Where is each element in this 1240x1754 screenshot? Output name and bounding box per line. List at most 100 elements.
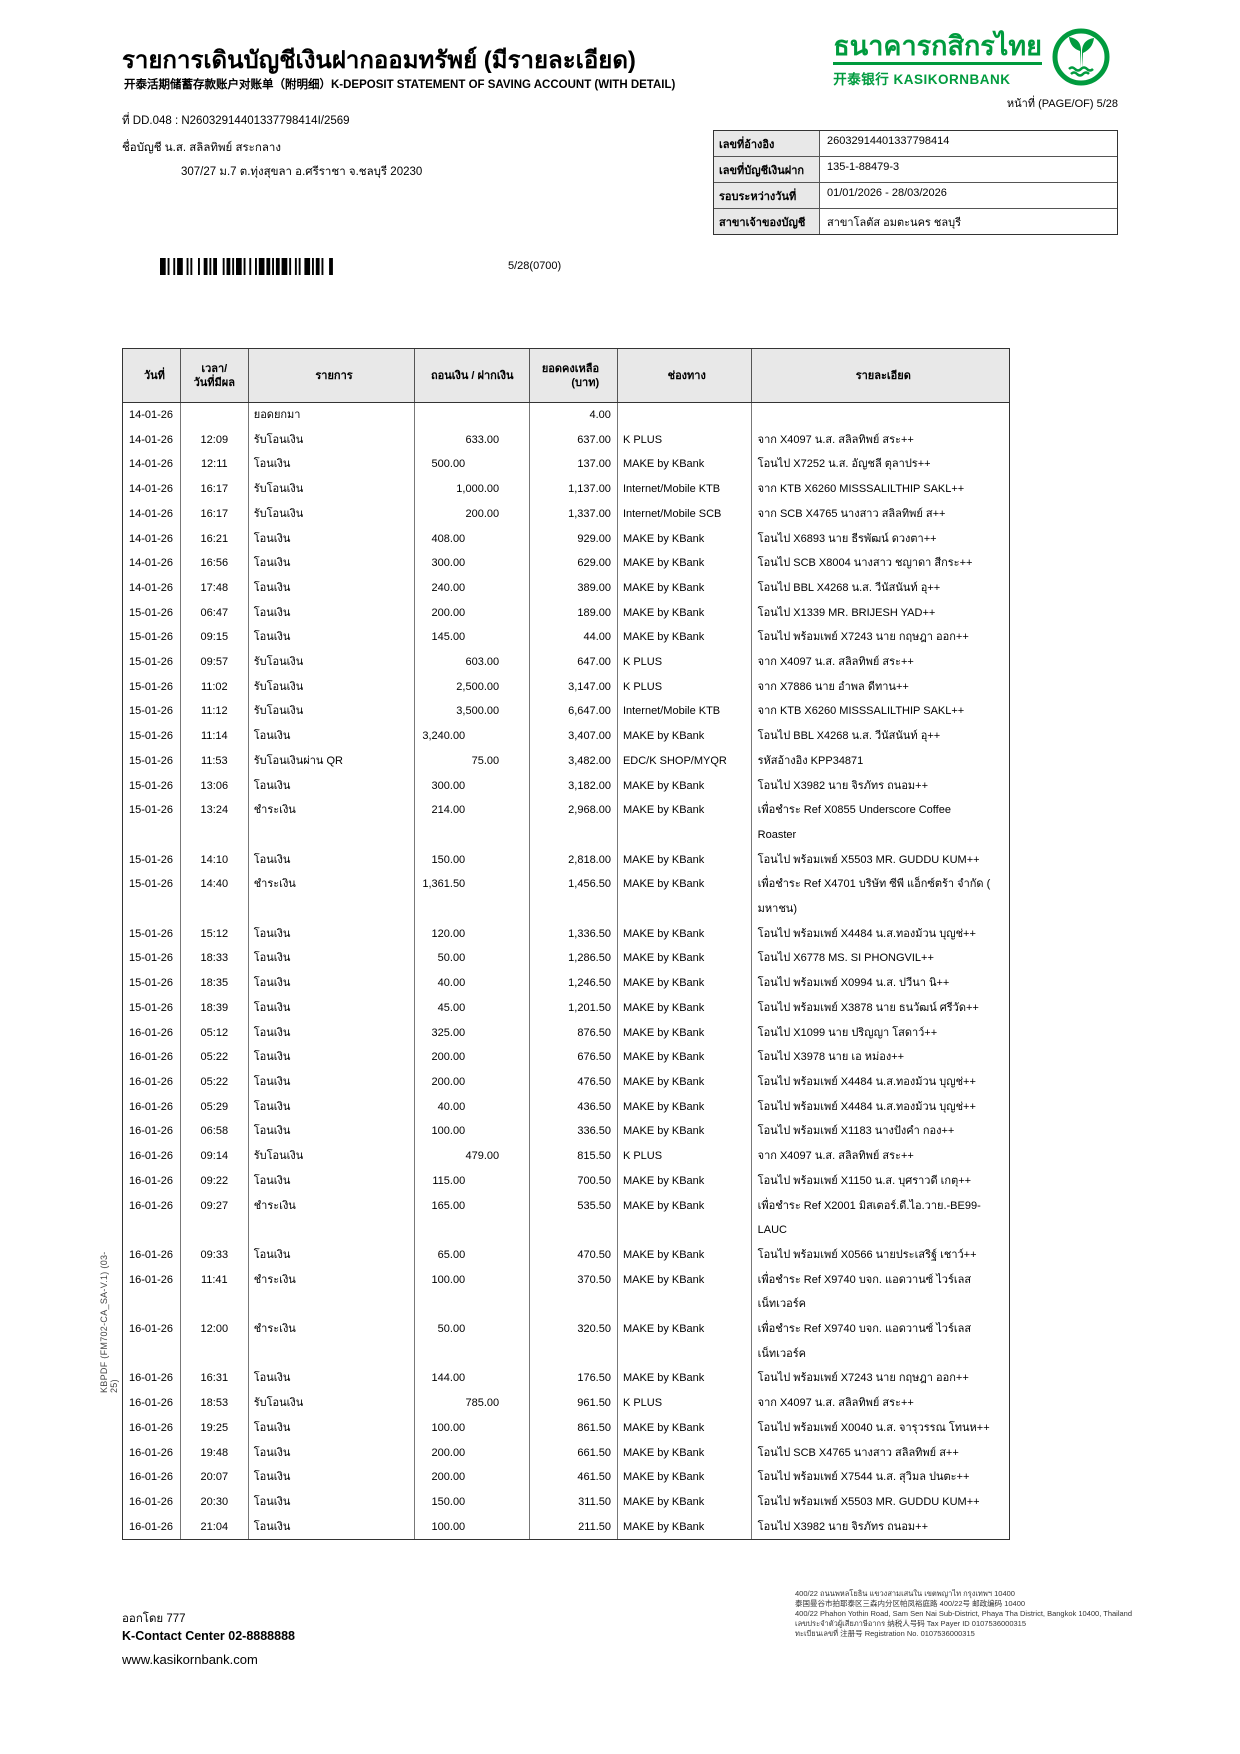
cell-date: 15-01-26 (123, 625, 181, 651)
cell-item: โอนเงิน (249, 1094, 416, 1120)
cell-time: 09:57 (181, 650, 249, 675)
cell-item: ชำระเงิน (249, 872, 416, 922)
cell-date: 14-01-26 (123, 575, 181, 601)
cell-time: 15:12 (181, 921, 249, 947)
info-value: 26032914401337798414 (827, 135, 950, 147)
cell-item: รับโอนเงิน (249, 674, 416, 700)
cell-time: 13:24 (181, 798, 249, 848)
cell-item: รับโอนเงิน (249, 427, 416, 453)
cell-item: โอนเงิน (249, 1020, 416, 1046)
column-header: เวลา/ วันที่มีผล (181, 349, 249, 402)
cell-amount: 300.00 (415, 773, 531, 799)
cell-channel: MAKE by KBank (618, 1465, 752, 1490)
cell-channel: K PLUS (618, 1391, 752, 1416)
cell-date: 15-01-26 (123, 847, 181, 873)
cell-date: 15-01-26 (123, 872, 181, 922)
cell-time: 12:11 (181, 452, 249, 478)
cell-time: 09:27 (181, 1193, 249, 1243)
bank-address-line: 400/22 Phahon Yothin Road, Sam Sen Nai S… (795, 1609, 1133, 1618)
cell-detail: จาก X4097 น.ส. สลิลทิพย์ สระ++ (757, 1150, 914, 1163)
cell-date: 14-01-26 (123, 551, 181, 576)
cell-detail: โอนไป X6778 MS. SI PHONGVIL++ (757, 952, 934, 965)
cell-item: โอนเงิน (249, 1045, 416, 1070)
cell-amount: 120.00 (415, 921, 531, 947)
cell-balance: 211.50 (530, 1514, 618, 1540)
cell-item: รับโอนเงิน (249, 501, 416, 527)
cell-item: โอนเงิน (249, 575, 416, 601)
cell-amount: 1,000.00 (415, 477, 531, 502)
cell-balance: 700.50 (530, 1168, 618, 1194)
cell-date: 15-01-26 (123, 995, 181, 1021)
cell-item: รับโอนเงิน (249, 650, 416, 675)
cell-balance: 3,182.00 (530, 773, 618, 799)
cell-time: 05:12 (181, 1020, 249, 1046)
bank-address-line: เลขประจำตัวผู้เสียภาษีอากร 纳税人号码 Tax Pay… (795, 1619, 1027, 1628)
cell-date: 15-01-26 (123, 748, 181, 774)
cell-item: ชำระเงิน (249, 1317, 416, 1367)
cell-channel: MAKE by KBank (618, 921, 752, 947)
cell-channel (618, 403, 752, 428)
cell-amount: 785.00 (415, 1391, 531, 1416)
cell-detail: โอนไป พร้อมเพย์ X7243 นาย กฤษฎา ออก++ (757, 631, 969, 644)
cell-time: 12:09 (181, 427, 249, 453)
cell-date: 16-01-26 (123, 1514, 181, 1540)
transaction-row: 15-01-26 15:12 โอนเงิน 120.00 1,336.50 MAKE b… (123, 921, 1009, 947)
cell-channel: MAKE by KBank (618, 971, 752, 996)
cell-detail: โอนไป พร้อมเพย์ X7243 นาย กฤษฎา ออก++ (757, 1372, 969, 1385)
cell-detail: โอนไป X3982 นาย จิรภัทร ถนอม++ (757, 1520, 929, 1533)
cell-detail: รหัสอ้างอิง KPP34871 (757, 754, 864, 767)
cell-date: 14-01-26 (123, 427, 181, 453)
transaction-row: 14-01-26 ยอดยกมา 4.00 (123, 403, 1009, 428)
cell-time: 11:41 (181, 1267, 249, 1318)
info-row: เลขที่บัญชีเงินฝาก 135-1-88479-3 (714, 157, 1117, 183)
cell-detail: โอนไป BBL X4268 น.ส. วีนัสนันท์ อุ++ (757, 730, 941, 743)
cell-time: 09:14 (181, 1144, 249, 1169)
cell-balance: 470.50 (530, 1242, 618, 1268)
cell-detail: โอนไป พร้อมเพย์ X4484 น.ส.ทองม้วน บุญช่+… (757, 1075, 976, 1088)
transaction-row: 15-01-26 11:02 รับโอนเงิน 2,500.00 3,147.00 K… (123, 674, 1009, 700)
cell-date: 15-01-26 (123, 946, 181, 972)
cell-item: โอนเงิน (249, 773, 416, 799)
transaction-row: 16-01-26 05:22 โอนเงิน 200.00 676.50 MAKE by … (123, 1045, 1009, 1070)
cell-date: 15-01-26 (123, 798, 181, 848)
cell-time: 18:35 (181, 971, 249, 996)
cell-detail: โอนไป พร้อมเพย์ X4484 น.ส.ทองม้วน บุญช่+… (757, 927, 976, 940)
cell-time: 16:31 (181, 1366, 249, 1392)
cell-time: 06:58 (181, 1119, 249, 1145)
transaction-row: 14-01-26 16:21 โอนเงิน 408.00 929.00 MAKE by … (123, 526, 1009, 552)
cell-balance: 676.50 (530, 1045, 618, 1070)
info-value: สาขาโลตัส อมตะนคร ชลบุรี (827, 217, 961, 229)
cell-item: โอนเงิน (249, 946, 416, 972)
transaction-row: 16-01-26 19:48 โอนเงิน 200.00 661.50 MAKE by … (123, 1440, 1009, 1466)
bank-website-link[interactable]: www.kasikornbank.com (122, 1652, 258, 1667)
cell-date: 14-01-26 (123, 477, 181, 502)
cell-amount: 200.00 (415, 1045, 531, 1070)
cell-channel: K PLUS (618, 1144, 752, 1169)
cell-time: 12:00 (181, 1317, 249, 1367)
cell-time: 16:17 (181, 477, 249, 502)
cell-date: 16-01-26 (123, 1094, 181, 1120)
cell-time: 13:06 (181, 773, 249, 799)
cell-time: 14:40 (181, 872, 249, 922)
cell-amount: 240.00 (415, 575, 531, 601)
barcode-caption: 5/28(0700) (508, 260, 562, 272)
cell-channel: MAKE by KBank (618, 625, 752, 651)
cell-date: 15-01-26 (123, 650, 181, 675)
transaction-row: 16-01-26 12:00 ชำระเงิน 50.00 320.50 MAKE by … (123, 1317, 1009, 1367)
cell-amount: 150.00 (415, 847, 531, 873)
cell-balance: 1,246.50 (530, 971, 618, 996)
cell-balance: 1,336.50 (530, 921, 618, 947)
cell-item: โอนเงิน (249, 1168, 416, 1194)
cell-balance: 876.50 (530, 1020, 618, 1046)
cell-detail: โอนไป SCB X8004 นางสาว ชญาดา สีกระ++ (757, 557, 973, 570)
transaction-row: 16-01-26 19:25 โอนเงิน 100.00 861.50 MAKE by … (123, 1415, 1009, 1441)
cell-amount: 200.00 (415, 1440, 531, 1466)
cell-balance: 3,147.00 (530, 674, 618, 700)
column-header: ถอนเงิน / ฝากเงิน (415, 349, 531, 402)
cell-detail: จาก X4097 น.ส. สลิลทิพย์ สระ++ (757, 656, 914, 669)
cell-detail: โอนไป พร้อมเพย์ X7544 น.ส. สุวิมล ปนตะ++ (757, 1471, 970, 1484)
cell-item: ยอดยกมา (249, 403, 416, 428)
cell-time: 19:48 (181, 1440, 249, 1466)
cell-date: 16-01-26 (123, 1144, 181, 1169)
info-value: 01/01/2026 - 28/03/2026 (827, 187, 947, 199)
